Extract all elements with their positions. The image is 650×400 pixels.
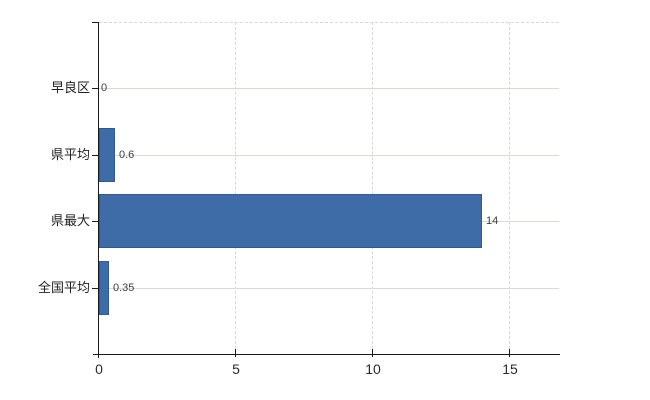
- category-label: 早良区: [50, 80, 90, 95]
- y-axis: [98, 22, 99, 358]
- gridline-horizontal: [99, 155, 559, 156]
- y-axis-tick: [92, 88, 98, 89]
- x-axis: [93, 354, 560, 355]
- y-axis-tick: [92, 22, 98, 23]
- gridline-vertical: [372, 22, 373, 354]
- category-label: 県最大: [50, 213, 90, 228]
- x-axis-tick: [372, 349, 373, 357]
- bar: [99, 128, 115, 182]
- bar: [99, 261, 109, 315]
- gridline-vertical: [235, 22, 236, 354]
- y-axis-tick: [92, 155, 98, 156]
- category-label: 県平均: [50, 147, 90, 162]
- x-tick-label: 10: [365, 361, 381, 377]
- x-axis-tick: [509, 349, 510, 357]
- x-tick-label: 0: [95, 361, 103, 377]
- bar-value-label: 0.35: [113, 282, 135, 294]
- bar-value-label: 0: [101, 82, 108, 94]
- bar-value-label: 14: [486, 215, 499, 227]
- x-tick-label: 15: [502, 361, 518, 377]
- bar-value-label: 0.6: [119, 149, 135, 161]
- category-label: 全国平均: [37, 280, 90, 295]
- bar: [99, 194, 482, 248]
- y-axis-tick: [92, 288, 98, 289]
- y-axis-tick: [92, 221, 98, 222]
- x-tick-label: 5: [232, 361, 240, 377]
- gridline-vertical: [509, 22, 510, 354]
- plot-top-border: [99, 22, 559, 23]
- x-axis-tick: [235, 349, 236, 357]
- gridline-horizontal: [99, 88, 559, 89]
- gridline-horizontal: [99, 288, 559, 289]
